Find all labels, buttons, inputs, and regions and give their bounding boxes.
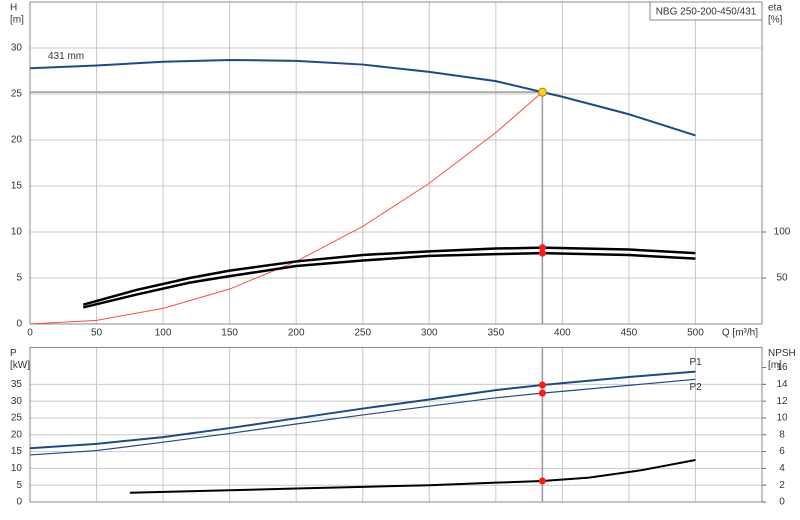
- y-tick-label: 25: [11, 413, 23, 424]
- y-axis-unit: [kW]: [10, 360, 30, 371]
- y-tick-label: 15: [11, 181, 23, 192]
- operating-point: [538, 381, 546, 389]
- y2-tick-label: 8: [779, 429, 785, 440]
- y2-tick-label: 10: [776, 413, 788, 424]
- y-tick-label: 20: [11, 429, 23, 440]
- x-tick-label: 50: [91, 328, 103, 339]
- y2-tick-label: 6: [779, 446, 785, 457]
- x-tick-label: 0: [27, 328, 33, 339]
- y2-tick-label: 50: [776, 273, 788, 284]
- y2-tick-label: 100: [774, 227, 791, 238]
- series-line: [29, 58, 696, 137]
- plot-area: [30, 2, 762, 324]
- operating-point: [538, 249, 546, 257]
- y2-tick-label: 4: [779, 463, 785, 474]
- legend-box-text: NBG 250-200-450/431: [656, 7, 757, 18]
- y2-axis-unit: [m]: [768, 360, 782, 371]
- duty-point: [537, 87, 547, 97]
- y-tick-label: 0: [16, 497, 22, 508]
- series-label: P1: [689, 357, 702, 368]
- y-axis-label: H: [10, 3, 17, 14]
- y-tick-label: 30: [11, 396, 23, 407]
- y-tick-label: 10: [11, 463, 23, 474]
- operating-point: [538, 477, 546, 485]
- y2-tick-label: 0: [779, 497, 785, 508]
- series-line: [129, 459, 696, 494]
- y-tick-label: 25: [11, 89, 23, 100]
- x-tick-label: 100: [155, 328, 172, 339]
- plot-area: [30, 347, 762, 502]
- series-line: [29, 378, 696, 456]
- y2-axis-unit: [%]: [768, 15, 783, 26]
- y2-axis-label: eta: [768, 3, 782, 14]
- y2-tick-label: 2: [779, 480, 785, 491]
- y-tick-label: 0: [16, 319, 22, 330]
- x-tick-label: 400: [554, 328, 571, 339]
- operating-point: [538, 244, 546, 252]
- series-label: 431 mm: [48, 51, 84, 62]
- y2-tick-label: 16: [776, 362, 788, 373]
- y2-axis-label: NPSH: [768, 348, 796, 359]
- series-line: [29, 370, 696, 450]
- series-line: [82, 251, 696, 309]
- y-tick-label: 15: [11, 446, 23, 457]
- x-tick-label: 450: [621, 328, 638, 339]
- y-axis-label: P: [10, 348, 17, 359]
- y-tick-label: 5: [16, 480, 22, 491]
- series-line: [82, 246, 696, 306]
- frame: [29, 1, 763, 325]
- y-tick-label: 35: [11, 379, 23, 390]
- frame: [29, 346, 763, 503]
- y-axis-unit: [m]: [10, 15, 24, 26]
- x-tick-label: 300: [421, 328, 438, 339]
- x-tick-label: 150: [221, 328, 238, 339]
- legend-box: [649, 1, 763, 21]
- series-label: P2: [689, 382, 702, 393]
- y-tick-label: 20: [11, 135, 23, 146]
- x-axis-label: Q [m³/h]: [722, 328, 758, 339]
- y-tick-label: 10: [11, 227, 23, 238]
- x-tick-label: 350: [487, 328, 504, 339]
- x-tick-label: 200: [288, 328, 305, 339]
- x-tick-label: 500: [687, 328, 704, 339]
- y2-tick-label: 12: [776, 396, 788, 407]
- x-tick-label: 250: [354, 328, 371, 339]
- y-tick-label: 5: [16, 273, 22, 284]
- y-tick-label: 30: [11, 43, 23, 54]
- operating-point: [538, 389, 546, 397]
- y2-tick-label: 14: [776, 379, 788, 390]
